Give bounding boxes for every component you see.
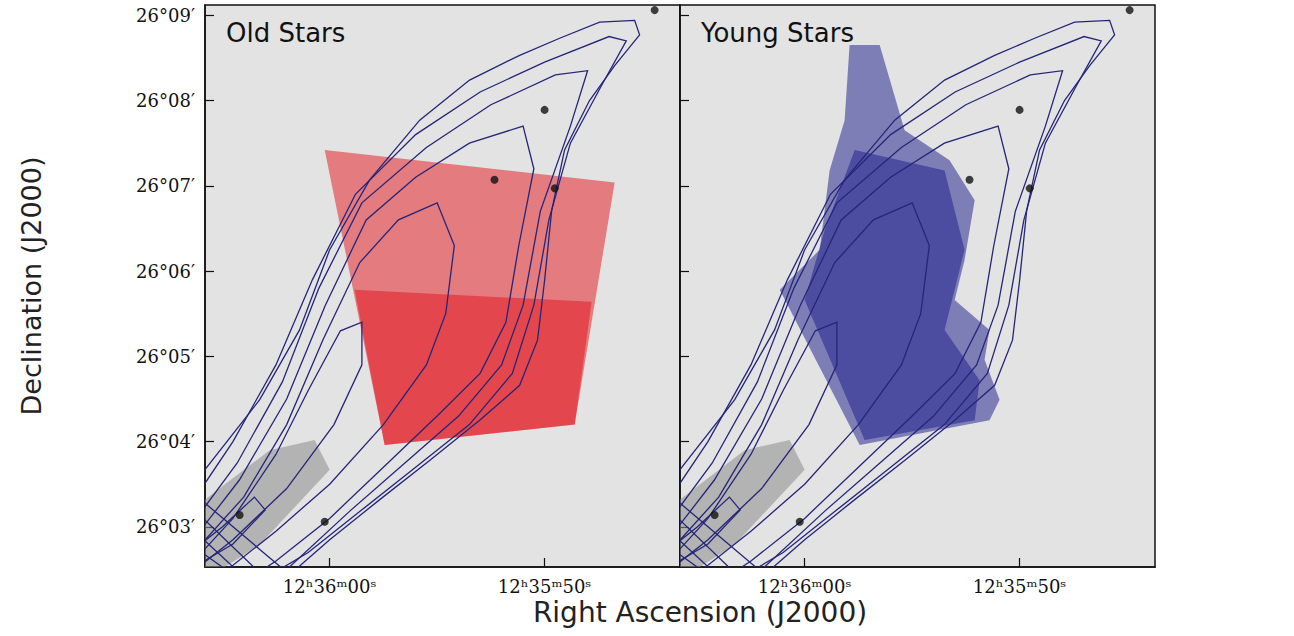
svg-text:26°08′: 26°08′ (136, 90, 195, 111)
svg-text:12ʰ36ᵐ00ˢ: 12ʰ36ᵐ00ˢ (283, 576, 377, 597)
svg-text:26°03′: 26°03′ (136, 516, 195, 537)
svg-text:12ʰ35ᵐ50ˢ: 12ʰ35ᵐ50ˢ (973, 576, 1067, 597)
svg-text:Right Ascension (J2000): Right Ascension (J2000) (533, 596, 867, 629)
svg-text:Old Stars: Old Stars (226, 18, 345, 48)
svg-text:26°09′: 26°09′ (136, 5, 195, 26)
svg-text:12ʰ35ᵐ50ˢ: 12ʰ35ᵐ50ˢ (498, 576, 592, 597)
svg-text:12ʰ36ᵐ00ˢ: 12ʰ36ᵐ00ˢ (758, 576, 852, 597)
svg-text:26°06′: 26°06′ (136, 261, 195, 282)
svg-text:26°07′: 26°07′ (136, 175, 195, 196)
svg-text:Young Stars: Young Stars (700, 18, 854, 48)
svg-text:26°04′: 26°04′ (136, 431, 195, 452)
svg-text:26°05′: 26°05′ (136, 346, 195, 367)
svg-text:Declination (J2000): Declination (J2000) (16, 157, 47, 416)
